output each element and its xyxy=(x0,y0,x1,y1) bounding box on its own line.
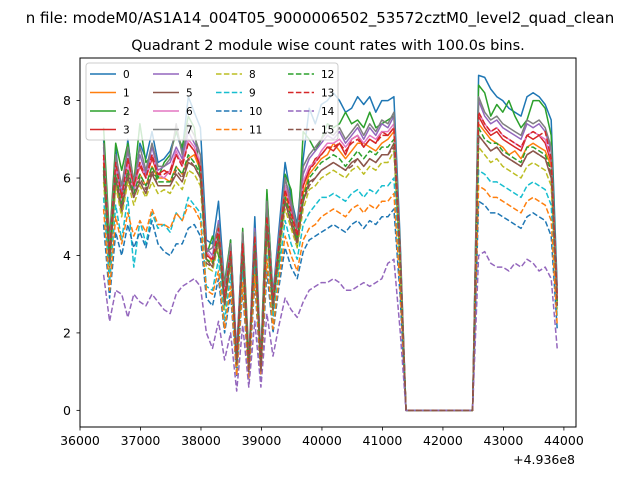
series-line-13 xyxy=(102,111,558,412)
series-line-8 xyxy=(102,146,558,412)
y-tick-label: 2 xyxy=(63,325,71,340)
legend-label-5: 5 xyxy=(186,88,193,100)
legend-label-12: 12 xyxy=(321,69,334,81)
x-tick-label: 37000 xyxy=(121,433,161,448)
x-axis: 36000 37000 38000 39000 40000 41000 42000 43000… xyxy=(60,427,584,448)
series-line-10 xyxy=(102,200,558,412)
legend-label-14: 14 xyxy=(321,106,335,118)
legend-label-4: 4 xyxy=(186,69,193,81)
series-line-12 xyxy=(102,126,558,412)
legend-label-8: 8 xyxy=(249,69,256,81)
legend-label-2: 2 xyxy=(123,106,130,118)
chart-title: Quadrant 2 module wise count rates with … xyxy=(131,38,525,54)
y-tick-label: 4 xyxy=(63,248,71,263)
x-tick-label: 43000 xyxy=(484,433,524,448)
y-tick-label: 0 xyxy=(63,403,71,418)
series-line-9 xyxy=(102,169,558,412)
legend-label-1: 1 xyxy=(123,88,130,100)
x-tick-label: 44000 xyxy=(544,433,584,448)
x-tick-label: 38000 xyxy=(181,433,221,448)
x-tick-label: 39000 xyxy=(242,433,282,448)
series-line-15 xyxy=(102,134,558,412)
figure-suptitle: n file: modeM0/AS1A14_004T05_9000006502_… xyxy=(26,9,615,28)
series-line-6 xyxy=(102,111,558,412)
x-tick-label: 40000 xyxy=(302,433,342,448)
legend-label-7: 7 xyxy=(186,125,193,137)
legend-box xyxy=(85,62,339,141)
x-tick-label: 41000 xyxy=(363,433,403,448)
legend-label-9: 9 xyxy=(249,88,256,100)
legend-label-13: 13 xyxy=(321,88,334,100)
axes-frame xyxy=(79,57,577,428)
legend-label-10: 10 xyxy=(249,106,262,118)
legend-label-15: 15 xyxy=(321,125,334,137)
legend-label-11: 11 xyxy=(249,125,262,137)
legend-label-3: 3 xyxy=(123,125,130,137)
x-tick-label: 36000 xyxy=(60,433,100,448)
legend-label-6: 6 xyxy=(186,106,193,118)
legend-label-0: 0 xyxy=(123,69,130,81)
x-offset-label: +4.936e8 xyxy=(513,452,575,467)
x-tick-label: 42000 xyxy=(423,433,463,448)
y-tick-label: 8 xyxy=(63,93,71,108)
series-line-14 xyxy=(102,250,558,412)
y-tick-label: 6 xyxy=(63,171,71,186)
series-line-11 xyxy=(102,185,558,412)
y-axis: 0 2 4 6 8 xyxy=(63,93,80,418)
